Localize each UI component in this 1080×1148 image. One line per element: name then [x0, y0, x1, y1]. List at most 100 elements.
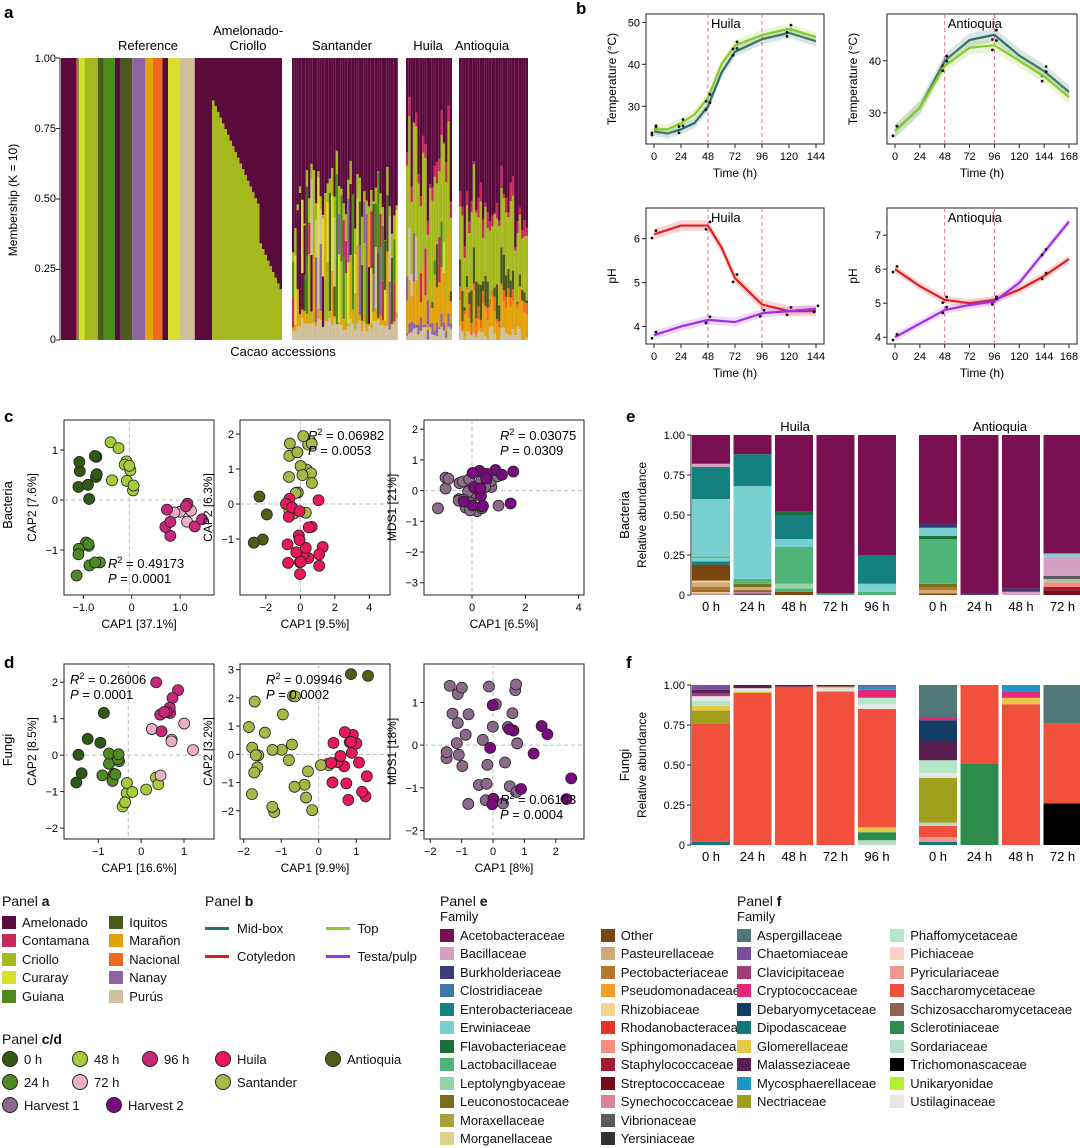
ordination-point	[286, 739, 297, 750]
legend-item: Bacillaceae	[440, 945, 573, 964]
panel-f-bar	[1002, 685, 1040, 691]
ordination-point	[505, 498, 516, 509]
legend-label: Ustilaginaceae	[910, 1094, 995, 1109]
panel-e-bar	[692, 467, 730, 499]
panel-a-bar-antioquia	[477, 307, 479, 319]
panel-a-bar-huila	[406, 336, 408, 340]
legend-swatch	[601, 1114, 615, 1127]
panel-a-bar-antioquia	[512, 176, 514, 196]
panel-a-bar-santander	[294, 256, 296, 290]
legend-item: Leuconostocaceae	[440, 1093, 573, 1112]
panel-a-bar-huila	[408, 116, 410, 227]
panel-e-bar	[919, 587, 957, 590]
panel-a-bar-antioquia	[505, 276, 507, 297]
panel-a-bar-huila	[445, 162, 447, 182]
panel-a-bar-huila	[418, 285, 420, 294]
panel-a-bar-santander	[379, 193, 381, 214]
panel-f-bar	[817, 688, 855, 691]
panel-f-bar	[858, 698, 896, 704]
panel-e-bar	[692, 499, 730, 557]
panel-f-bar	[692, 685, 730, 690]
panel-a-bar-huila	[434, 275, 436, 331]
panel-a-bar-santander	[389, 329, 391, 330]
panel-a-bar-amelonado	[275, 58, 278, 278]
panel-e-bar	[734, 590, 772, 592]
panel-a-bar-amelonado	[217, 112, 220, 340]
panel-a-bar-antioquia	[523, 302, 525, 313]
panel-a-bar-antioquia	[519, 207, 521, 214]
ordination-point	[165, 516, 176, 527]
ordination-point	[481, 778, 492, 789]
panel-a-bar-santander	[375, 188, 377, 204]
panel-a-bar-antioquia	[480, 182, 482, 201]
panel-a-bar-santander	[396, 318, 398, 340]
ordination-stat-r2: R2 = 0.49173	[108, 555, 184, 571]
legend-swatch	[440, 1058, 454, 1071]
panel-b-xtick: 144	[807, 351, 825, 363]
panel-a-bar-huila	[408, 333, 410, 340]
legend-swatch	[890, 1040, 904, 1053]
legend-item: Streptococcaceae	[601, 1074, 745, 1093]
panel-a-bar-antioquia	[475, 58, 477, 210]
ordination-point	[341, 778, 352, 789]
ordination-point	[542, 729, 553, 740]
panel-a-bar-huila	[424, 295, 426, 324]
panel-a-bar-antioquia	[517, 308, 519, 327]
panel-a-bar-santander	[373, 312, 375, 322]
panel-f-xtick: 96 h	[864, 849, 889, 864]
ordination-point	[243, 722, 254, 733]
stacked-ylabel: Relative abundance	[635, 462, 649, 568]
panel-a-bar-santander	[359, 178, 361, 202]
legend-label: Nacional	[129, 952, 180, 967]
stacked-row-label: Fungi	[617, 749, 632, 782]
panel-a-bar-huila	[429, 324, 431, 328]
panel-f-bar	[734, 691, 772, 693]
panel-a-bar-huila	[422, 292, 424, 325]
legend-label: Sphingomonadaceae	[621, 1039, 744, 1054]
panel-a-bar-amelonado	[232, 146, 235, 340]
ordination-point	[107, 475, 118, 486]
panel-f-bar	[919, 842, 957, 845]
panel-a-bar-huila	[434, 260, 436, 274]
panel-a-bar-amelonado	[242, 58, 245, 169]
panel-a-bar-antioquia	[510, 58, 512, 182]
panel-a-bar-santander	[310, 179, 312, 255]
panel-a-bar-santander	[294, 58, 296, 228]
panel-a-bar-huila	[413, 58, 415, 122]
ordination-point	[457, 761, 468, 772]
panel-a-bar-antioquia	[494, 58, 496, 213]
panel-a-bar-huila	[424, 327, 426, 340]
panel-b-xtick: 144	[1035, 151, 1053, 163]
panel-a-bar-santander	[329, 311, 331, 318]
panel-a-bar-santander	[361, 235, 363, 265]
panel-f-bar	[1044, 685, 1080, 723]
panel-a-bar-santander	[297, 289, 299, 322]
panel-a-bar-santander	[327, 322, 329, 340]
panel-a-bar-santander	[345, 58, 347, 214]
panel-a-bar-antioquia	[468, 293, 470, 305]
panel-a-bar-santander	[386, 195, 388, 251]
panel-a-bar-santander	[352, 58, 354, 195]
ordination-point	[566, 773, 577, 784]
panel-a-bar-santander	[393, 215, 395, 239]
panel-a-bar-huila	[445, 182, 447, 249]
panel-a-bar-huila	[450, 324, 452, 329]
panel-a-bar-huila	[438, 329, 440, 340]
panel-a-bar-santander	[347, 326, 349, 340]
panel-e-bar	[692, 565, 730, 581]
panel-a-bar-antioquia	[487, 308, 489, 320]
legend-item: Schizosaccharomycetaceae	[890, 1000, 1072, 1019]
legend-swatch	[890, 1021, 904, 1034]
panel-b-xtick: 24	[675, 351, 687, 363]
panel-a-bar-antioquia	[523, 220, 525, 237]
panel-e-bar	[1044, 590, 1080, 595]
panel-a-bar-huila	[415, 328, 417, 340]
panel-e-bar	[961, 435, 999, 593]
legend-label: Malasseziaceae	[757, 1057, 850, 1072]
panel-e-bar	[1044, 435, 1080, 553]
panel-b-xtick: 72	[963, 351, 975, 363]
panel-a-bar-santander	[384, 320, 386, 325]
panel-b-ylabel: Temperature (°C)	[605, 33, 619, 125]
panel-a-bar-santander	[373, 274, 375, 312]
